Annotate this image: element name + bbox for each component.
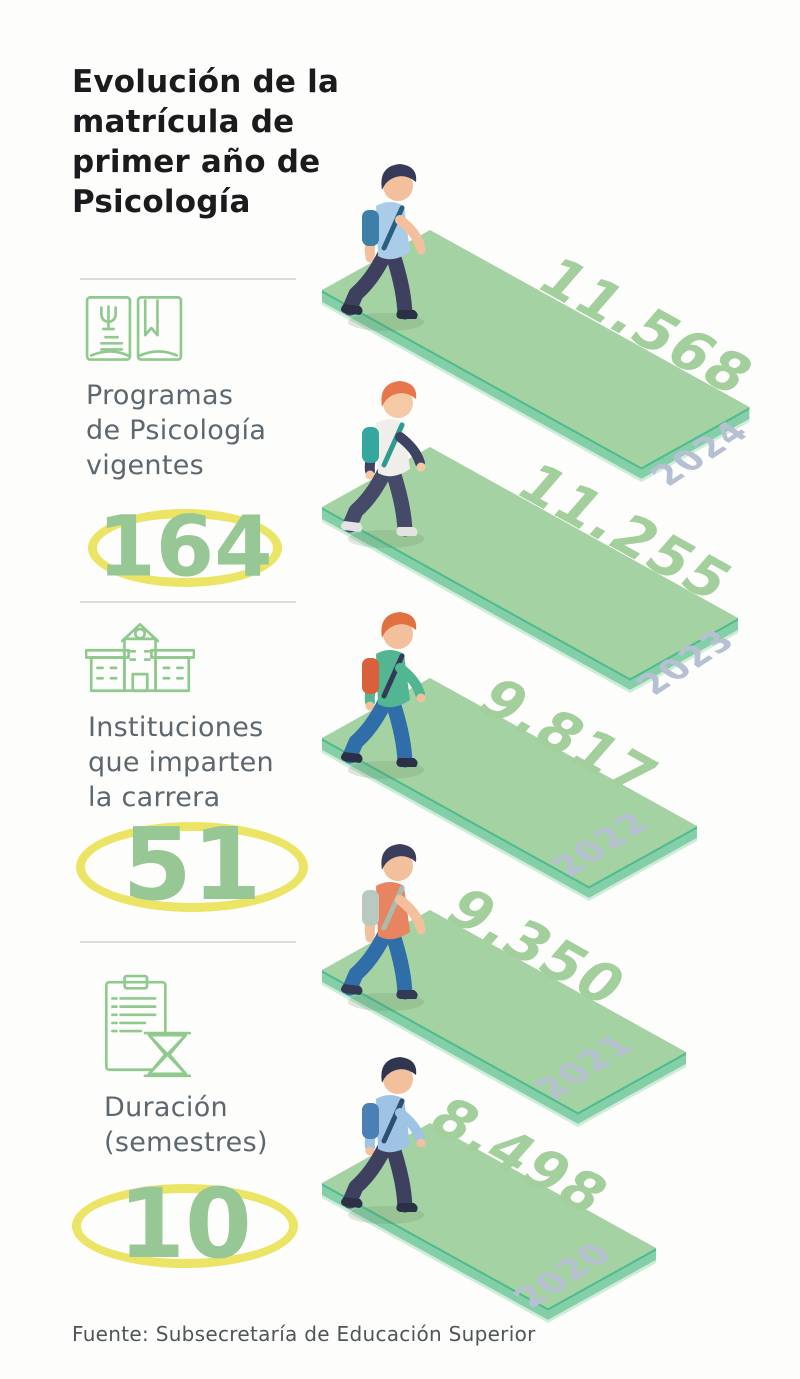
year-label-2020: 2020 bbox=[503, 1235, 623, 1315]
year-label-2024: 2024 bbox=[640, 413, 760, 493]
student-figure bbox=[341, 381, 426, 548]
stat-value-programs: 164 bbox=[97, 497, 273, 596]
section-divider bbox=[80, 941, 296, 943]
enrollment-value-2021: 9.350 bbox=[432, 877, 640, 1019]
platform-2021 bbox=[322, 844, 686, 1127]
school-building-icon bbox=[85, 622, 195, 693]
year-label-2021: 2021 bbox=[525, 1026, 645, 1106]
stat-programs: 164 bbox=[88, 504, 282, 588]
stat-label-institutions: Instituciones que imparten la carrera bbox=[88, 712, 274, 813]
page-title: Evolución de la matrícula de primer año … bbox=[72, 64, 340, 220]
stat-value-institutions: 51 bbox=[122, 806, 262, 923]
enrollment-value-2020: 8.498 bbox=[415, 1086, 623, 1228]
enrollment-value-2023: 11.255 bbox=[503, 452, 747, 614]
student-figure bbox=[341, 844, 426, 1011]
stat-value-duration: 10 bbox=[118, 1168, 252, 1281]
section-divider bbox=[80, 601, 296, 603]
highlight-ellipse bbox=[76, 822, 308, 912]
clipboard-hourglass-icon bbox=[104, 974, 192, 1078]
highlight-ellipse bbox=[72, 1184, 298, 1268]
student-figure bbox=[341, 1057, 426, 1224]
highlight-ellipse bbox=[88, 509, 282, 587]
stat-label-programs: Programas de Psicología vigentes bbox=[86, 380, 267, 481]
stat-institutions: 51 bbox=[76, 815, 308, 915]
stat-duration: 10 bbox=[72, 1176, 298, 1272]
student-figure bbox=[341, 612, 426, 779]
enrollment-value-2024: 11.568 bbox=[524, 246, 768, 408]
enrollment-value-2022: 9.817 bbox=[464, 667, 672, 809]
stat-label-duration: Duración (semestres) bbox=[104, 1092, 268, 1158]
year-label-2022: 2022 bbox=[541, 804, 661, 884]
source-note: Fuente: Subsecretaría de Educación Super… bbox=[72, 1322, 536, 1346]
section-divider bbox=[80, 278, 296, 280]
year-label-2023: 2023 bbox=[626, 622, 746, 702]
open-book-psi-icon bbox=[85, 296, 183, 361]
